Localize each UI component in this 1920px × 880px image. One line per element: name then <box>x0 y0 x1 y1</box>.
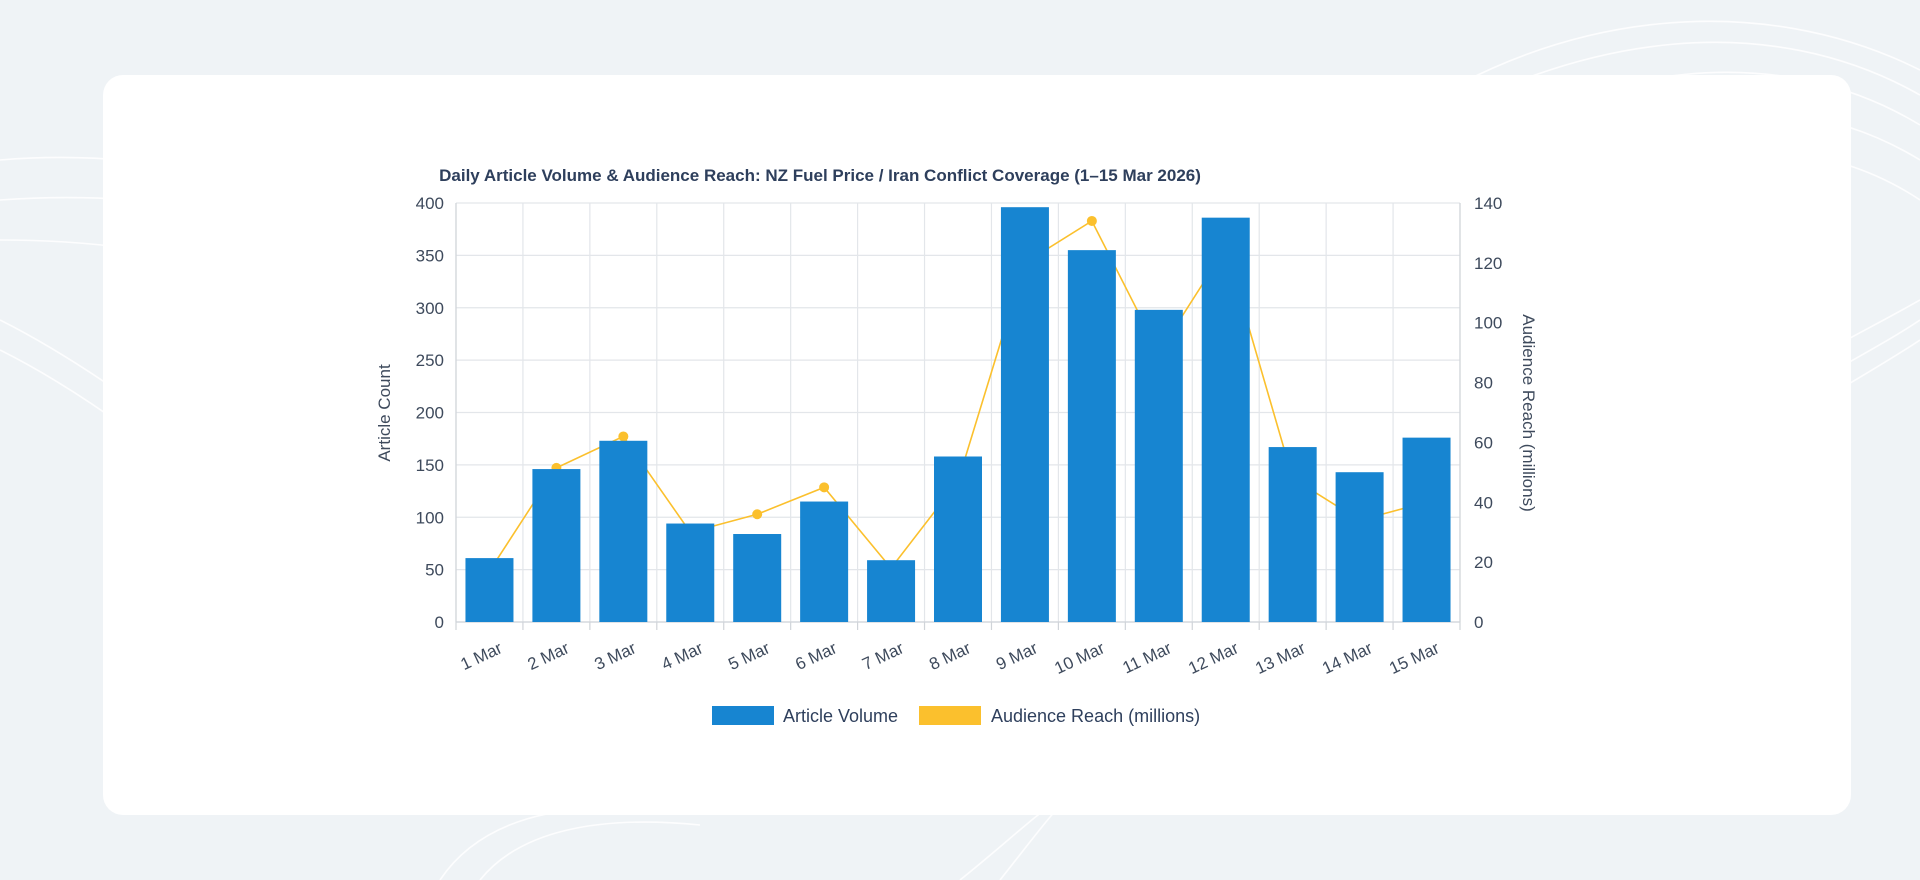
reach-point-6-mar[interactable] <box>819 482 830 493</box>
y-tick-label: 200 <box>416 404 444 423</box>
x-tick-label: 13 Mar <box>1252 638 1308 678</box>
reach-point-5-mar[interactable] <box>752 509 763 520</box>
bar-7-mar[interactable] <box>867 560 916 622</box>
y2-tick-label: 120 <box>1474 254 1502 273</box>
bars <box>465 207 1451 623</box>
bar-1-mar[interactable] <box>465 558 514 622</box>
chart-card: Daily Article Volume & Audience Reach: N… <box>103 75 1851 815</box>
y2-tick-label: 20 <box>1474 553 1493 572</box>
y-tick-label: 150 <box>416 456 444 475</box>
bar-10-mar[interactable] <box>1067 250 1116 622</box>
x-tick-label: 6 Mar <box>792 638 840 674</box>
y-tick-label: 0 <box>435 613 444 632</box>
bar-13-mar[interactable] <box>1268 447 1317 622</box>
bar-8-mar[interactable] <box>934 456 982 622</box>
y-axis-title: Article Count <box>375 364 394 462</box>
bar-14-mar[interactable] <box>1335 472 1384 622</box>
y-tick-label: 350 <box>416 246 444 265</box>
legend-swatch-audience-reach[interactable] <box>919 706 981 725</box>
y-tick-label: 300 <box>416 299 444 318</box>
y-tick-label: 50 <box>425 561 444 580</box>
x-tick-label: 10 Mar <box>1052 638 1108 678</box>
x-tick-label: 11 Mar <box>1120 638 1175 677</box>
x-tick-label: 4 Mar <box>659 638 707 674</box>
bar-9-mar[interactable] <box>1000 207 1049 622</box>
bar-2-mar[interactable] <box>532 469 581 622</box>
bar-4-mar[interactable] <box>666 523 715 622</box>
y2-tick-label: 0 <box>1474 613 1483 632</box>
reach-point-3-mar[interactable] <box>618 431 629 442</box>
y-tick-label: 100 <box>416 508 444 527</box>
bar-3-mar[interactable] <box>599 440 648 622</box>
bar-12-mar[interactable] <box>1201 217 1250 623</box>
y2-tick-label: 40 <box>1474 493 1493 512</box>
combo-chart: Daily Article Volume & Audience Reach: N… <box>375 166 1538 726</box>
y2-tick-label: 100 <box>1474 314 1502 333</box>
bar-15-mar[interactable] <box>1402 437 1451 622</box>
x-tick-label: 9 Mar <box>993 638 1041 674</box>
x-tick-label: 15 Mar <box>1386 638 1442 678</box>
y2-tick-label: 140 <box>1474 194 1502 213</box>
x-tick-label: 2 Mar <box>525 638 573 674</box>
legend: Article Volume Audience Reach (millions) <box>712 706 1200 726</box>
x-tick-label: 7 Mar <box>859 638 907 674</box>
y-tick-label: 400 <box>416 194 444 213</box>
legend-swatch-article-volume[interactable] <box>712 706 774 725</box>
y-tick-label: 250 <box>416 351 444 370</box>
y2-axis-title: Audience Reach (millions) <box>1519 314 1538 511</box>
x-tick-label: 5 Mar <box>725 638 773 674</box>
reach-point-10-mar[interactable] <box>1086 215 1097 226</box>
y2-tick-label: 60 <box>1474 433 1493 452</box>
bar-11-mar[interactable] <box>1134 309 1183 622</box>
chart-title: Daily Article Volume & Audience Reach: N… <box>439 166 1201 185</box>
legend-label-audience-reach[interactable]: Audience Reach (millions) <box>991 706 1200 726</box>
legend-label-article-volume[interactable]: Article Volume <box>783 706 898 726</box>
x-tick-label: 12 Mar <box>1185 638 1241 678</box>
y2-tick-label: 80 <box>1474 374 1493 393</box>
bar-6-mar[interactable] <box>800 501 849 622</box>
bar-5-mar[interactable] <box>733 534 782 622</box>
x-tick-label: 1 Mar <box>458 638 506 674</box>
x-tick-label: 14 Mar <box>1319 638 1375 678</box>
x-tick-label: 3 Mar <box>592 638 640 674</box>
x-tick-label: 8 Mar <box>926 638 974 674</box>
